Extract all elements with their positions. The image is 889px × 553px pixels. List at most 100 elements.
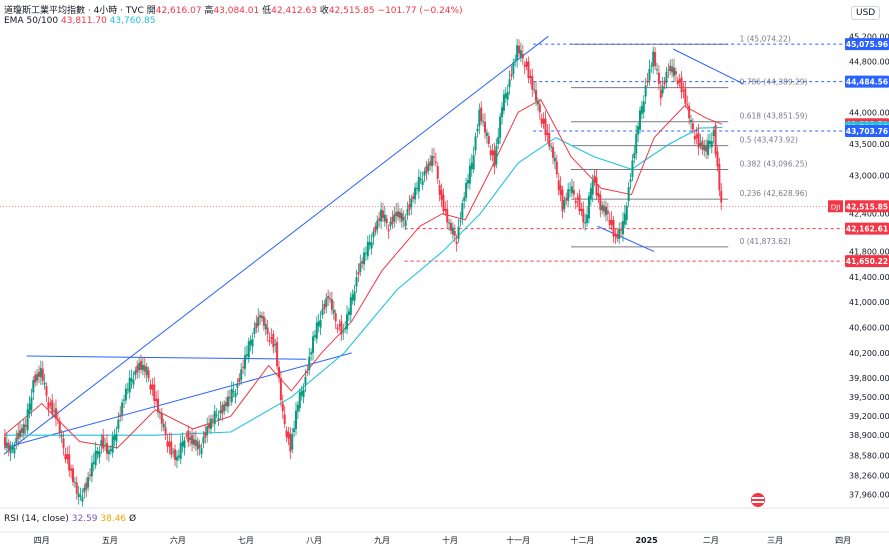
candle-body bbox=[487, 136, 490, 144]
candle-body bbox=[582, 208, 585, 223]
candle-body bbox=[298, 392, 301, 409]
price-tag-label: 44,484.56 bbox=[846, 78, 888, 87]
candle-body bbox=[119, 414, 122, 417]
candle-body bbox=[39, 368, 42, 378]
candle-body bbox=[249, 340, 252, 345]
candle-body bbox=[346, 314, 349, 330]
candle-body bbox=[357, 272, 360, 275]
candle-body bbox=[623, 213, 626, 225]
candle-body bbox=[141, 364, 144, 371]
candle-body bbox=[567, 189, 570, 201]
y-tick-label: 43,000.00 bbox=[849, 172, 889, 181]
y-tick-label: 38,900.00 bbox=[849, 431, 889, 440]
low-label: 低 bbox=[262, 6, 272, 16]
candle-body bbox=[41, 368, 44, 382]
candle-body bbox=[646, 80, 649, 83]
candle-body bbox=[455, 242, 458, 244]
candle-body bbox=[3, 436, 6, 447]
candle-body bbox=[153, 384, 156, 402]
ema-label: EMA 50/100 bbox=[4, 16, 59, 26]
candle-body bbox=[408, 204, 411, 210]
price-tag-label: 41,650.22 bbox=[846, 257, 888, 266]
candle-body bbox=[49, 403, 52, 406]
candle-body bbox=[419, 178, 422, 181]
candle-body bbox=[140, 360, 143, 370]
symbol-title[interactable]: 道瓊斯工業平均指數 · 4小時 · TVC bbox=[4, 6, 144, 16]
currency-button[interactable]: USD bbox=[851, 6, 881, 20]
candle-body bbox=[561, 189, 564, 212]
candle-body bbox=[580, 208, 583, 212]
candle-body bbox=[593, 175, 596, 183]
candle-body bbox=[349, 297, 352, 315]
y-tick-label: 41,800.00 bbox=[849, 248, 889, 257]
candle-body bbox=[676, 80, 679, 85]
candle-body bbox=[688, 105, 691, 119]
price-tag-label: 43,703.76 bbox=[846, 127, 888, 136]
candle-body bbox=[306, 371, 309, 373]
rsi-legend[interactable]: RSI (14, close) 32.59 38.46 Ø bbox=[4, 514, 136, 524]
candle-body bbox=[353, 291, 356, 301]
ema-legend[interactable]: EMA 50/100 43,811.70 43,760.85 bbox=[4, 16, 156, 26]
candle-body bbox=[334, 313, 337, 322]
trendline-horizontal-resistance bbox=[26, 355, 307, 360]
x-tick-label: 七月 bbox=[238, 536, 254, 545]
candle-body bbox=[312, 336, 315, 353]
candle-body bbox=[501, 107, 504, 118]
candle-body bbox=[542, 118, 545, 124]
candle-body bbox=[457, 226, 460, 239]
candle-body bbox=[107, 450, 110, 455]
candle-body bbox=[36, 374, 39, 381]
ema-fast-value: 43,811.70 bbox=[61, 16, 107, 26]
candle-body bbox=[136, 365, 139, 373]
candle-body bbox=[215, 414, 218, 416]
candle-body bbox=[85, 482, 88, 490]
candle-body bbox=[659, 90, 662, 99]
candle-body bbox=[162, 423, 165, 428]
candle-body bbox=[79, 495, 82, 497]
candle-body bbox=[376, 220, 379, 230]
candle-body bbox=[565, 197, 568, 201]
candle-body bbox=[463, 197, 466, 201]
candle-body bbox=[319, 319, 322, 328]
candle-body bbox=[206, 426, 209, 436]
y-tick-label: 40,200.00 bbox=[849, 349, 889, 358]
candle-body bbox=[192, 439, 195, 445]
candle-body bbox=[421, 180, 424, 186]
candle-body bbox=[75, 482, 78, 494]
candle-body bbox=[381, 210, 384, 219]
candle-body bbox=[673, 67, 676, 76]
candle-body bbox=[712, 130, 715, 137]
price-tag-background bbox=[845, 125, 889, 138]
candle-body bbox=[440, 189, 443, 200]
candle-body bbox=[465, 182, 468, 198]
x-tick-label: 八月 bbox=[306, 536, 322, 545]
candle-body bbox=[499, 116, 502, 138]
fib-level-label: 0.236 (42,628.96) bbox=[740, 189, 808, 198]
price-tag-background bbox=[845, 222, 889, 235]
candle-body bbox=[164, 427, 167, 436]
candle-body bbox=[295, 410, 298, 429]
candle-body bbox=[540, 118, 543, 124]
candle-body bbox=[669, 65, 672, 72]
candle-body bbox=[519, 50, 522, 57]
candle-body bbox=[429, 161, 432, 166]
candle-body bbox=[340, 321, 343, 335]
low-value: 42,412.63 bbox=[271, 6, 317, 16]
candle-body bbox=[461, 203, 464, 219]
candle-body bbox=[134, 370, 137, 376]
candle-body bbox=[621, 221, 624, 235]
candle-body bbox=[638, 110, 641, 130]
candle-body bbox=[497, 136, 500, 144]
candle-body bbox=[240, 369, 243, 380]
candle-body bbox=[196, 441, 199, 450]
open-value: 42,616.07 bbox=[155, 6, 202, 16]
candle-body bbox=[226, 396, 229, 407]
candle-body bbox=[211, 419, 214, 421]
candle-body bbox=[633, 152, 636, 159]
x-tick-label: 十一月 bbox=[506, 535, 530, 545]
candle-body bbox=[81, 497, 84, 502]
candle-body bbox=[60, 434, 63, 437]
candle-body bbox=[13, 448, 16, 454]
